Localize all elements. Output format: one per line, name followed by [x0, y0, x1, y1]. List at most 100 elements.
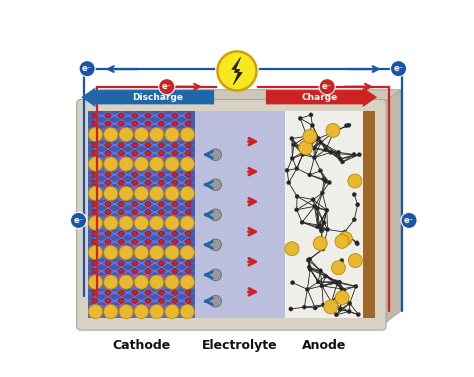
- Circle shape: [146, 172, 151, 177]
- Circle shape: [335, 234, 349, 248]
- Circle shape: [133, 126, 137, 130]
- Circle shape: [172, 298, 177, 303]
- Circle shape: [106, 273, 110, 277]
- Circle shape: [159, 150, 164, 156]
- Circle shape: [159, 290, 164, 295]
- Circle shape: [306, 258, 310, 262]
- Circle shape: [172, 268, 177, 274]
- Circle shape: [104, 216, 118, 230]
- Circle shape: [132, 143, 137, 148]
- Circle shape: [172, 121, 177, 126]
- Circle shape: [132, 113, 137, 118]
- Circle shape: [337, 280, 341, 284]
- Circle shape: [88, 245, 103, 260]
- Circle shape: [104, 186, 118, 201]
- Circle shape: [71, 212, 87, 228]
- Circle shape: [132, 298, 137, 303]
- Circle shape: [132, 261, 137, 266]
- Bar: [88, 112, 195, 128]
- Circle shape: [146, 261, 151, 266]
- Circle shape: [172, 180, 177, 185]
- Circle shape: [186, 126, 190, 130]
- Circle shape: [210, 269, 221, 281]
- Circle shape: [132, 150, 137, 156]
- Circle shape: [118, 180, 124, 185]
- Circle shape: [334, 280, 337, 284]
- Circle shape: [104, 305, 118, 319]
- Polygon shape: [81, 90, 401, 104]
- Circle shape: [105, 298, 110, 303]
- Circle shape: [331, 261, 346, 275]
- Circle shape: [348, 254, 362, 268]
- Circle shape: [186, 121, 191, 126]
- Circle shape: [186, 261, 191, 266]
- Circle shape: [146, 150, 151, 156]
- Circle shape: [159, 172, 164, 177]
- Circle shape: [180, 245, 194, 260]
- Circle shape: [159, 185, 164, 189]
- Circle shape: [186, 273, 190, 277]
- Circle shape: [133, 303, 137, 307]
- Text: e⁻: e⁻: [73, 216, 83, 225]
- Circle shape: [186, 172, 191, 177]
- Circle shape: [146, 298, 151, 303]
- Circle shape: [88, 216, 103, 230]
- Circle shape: [345, 124, 348, 128]
- Circle shape: [186, 244, 190, 248]
- Text: e⁻: e⁻: [322, 82, 332, 91]
- Circle shape: [146, 290, 151, 295]
- Circle shape: [310, 123, 314, 127]
- Circle shape: [88, 275, 103, 289]
- Circle shape: [159, 261, 164, 266]
- Circle shape: [92, 210, 97, 215]
- Circle shape: [210, 209, 221, 221]
- Circle shape: [119, 245, 133, 260]
- Circle shape: [308, 267, 312, 271]
- Circle shape: [119, 157, 133, 171]
- Circle shape: [159, 244, 164, 248]
- Circle shape: [105, 201, 110, 207]
- Circle shape: [92, 268, 97, 274]
- Circle shape: [105, 210, 110, 215]
- Circle shape: [146, 273, 150, 277]
- Circle shape: [105, 261, 110, 266]
- Circle shape: [159, 180, 164, 185]
- Circle shape: [357, 153, 361, 157]
- Circle shape: [180, 275, 194, 289]
- Circle shape: [159, 155, 164, 159]
- Circle shape: [92, 155, 97, 159]
- Circle shape: [324, 300, 337, 314]
- Circle shape: [133, 155, 137, 159]
- Circle shape: [118, 298, 124, 303]
- Circle shape: [210, 295, 221, 307]
- Circle shape: [105, 121, 110, 126]
- Circle shape: [150, 275, 164, 289]
- FancyArrow shape: [266, 87, 377, 107]
- Circle shape: [118, 290, 124, 295]
- Circle shape: [104, 157, 118, 171]
- Circle shape: [146, 210, 151, 215]
- Circle shape: [401, 212, 417, 228]
- Circle shape: [159, 113, 164, 118]
- Circle shape: [321, 247, 325, 251]
- Circle shape: [165, 245, 179, 260]
- Circle shape: [329, 300, 334, 304]
- Circle shape: [132, 201, 137, 207]
- Circle shape: [159, 121, 164, 126]
- Circle shape: [300, 220, 304, 224]
- Circle shape: [159, 143, 164, 148]
- Circle shape: [119, 185, 123, 189]
- Circle shape: [327, 181, 331, 185]
- Circle shape: [159, 201, 164, 207]
- Circle shape: [146, 268, 151, 274]
- Circle shape: [210, 239, 221, 251]
- Circle shape: [301, 153, 305, 157]
- Circle shape: [132, 180, 137, 185]
- Text: Anode: Anode: [302, 339, 346, 352]
- Circle shape: [295, 167, 299, 170]
- Circle shape: [340, 259, 344, 263]
- Circle shape: [118, 261, 124, 266]
- Circle shape: [302, 149, 306, 153]
- Circle shape: [159, 303, 164, 307]
- Circle shape: [186, 298, 191, 303]
